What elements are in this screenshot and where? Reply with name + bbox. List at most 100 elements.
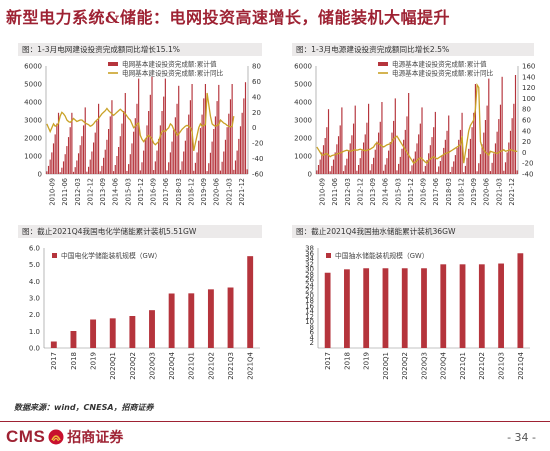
y2-tick-label: 0 — [522, 149, 526, 157]
y2-tick-label: 20 — [522, 138, 531, 146]
bar — [159, 125, 161, 174]
bar — [209, 152, 212, 174]
y2-tick-label: 60 — [252, 78, 261, 86]
bar — [114, 165, 116, 174]
bar — [419, 123, 421, 174]
bar — [493, 153, 495, 174]
bar — [104, 149, 106, 174]
bar — [151, 76, 153, 174]
company-logo: CMS 招商证券 — [6, 427, 123, 447]
bar — [317, 165, 320, 174]
bar — [466, 157, 468, 174]
bar — [398, 163, 400, 174]
y-tick-label: 2000 — [24, 135, 42, 143]
bar — [79, 145, 81, 174]
bar — [239, 126, 242, 174]
y2-tick-label: 20 — [252, 109, 261, 117]
bar — [349, 143, 351, 174]
bar — [409, 171, 411, 174]
bar — [183, 151, 185, 174]
bar — [133, 131, 135, 174]
bar — [511, 118, 513, 174]
x-tick-label: 2015-03 — [394, 178, 402, 206]
bar — [368, 103, 370, 174]
y2-tick-label: 40 — [522, 127, 531, 135]
bar — [498, 263, 504, 348]
bar — [246, 169, 248, 174]
bar — [84, 107, 86, 174]
bar — [199, 128, 202, 174]
bar — [134, 118, 136, 174]
bar — [351, 135, 353, 174]
bar — [444, 139, 446, 174]
bar — [418, 134, 420, 174]
y-tick-label: 34 — [305, 255, 314, 263]
bar — [383, 170, 385, 174]
y2-tick-label: -40 — [522, 171, 533, 179]
y-tick-label: 0.0 — [29, 345, 40, 353]
bar — [229, 99, 232, 174]
bar — [413, 158, 415, 174]
x-tick-label: 2012-03 — [344, 178, 352, 206]
y-tick-label: 4000 — [24, 99, 42, 107]
bar — [176, 103, 178, 174]
bar — [469, 138, 472, 174]
bar — [438, 166, 440, 174]
bar — [443, 147, 445, 174]
x-tick-label: 2016-09 — [420, 178, 428, 206]
x-tick-label: 2018-12 — [187, 178, 195, 206]
bar — [346, 158, 348, 174]
bar — [491, 162, 493, 174]
bar — [141, 162, 143, 174]
bar — [362, 142, 365, 174]
bar — [214, 116, 217, 174]
bar — [488, 78, 490, 174]
bar — [382, 268, 389, 348]
x-tick-label: 2018-03 — [175, 178, 183, 206]
bar — [347, 151, 350, 174]
bar — [234, 160, 237, 174]
y2-tick-label: 80 — [252, 63, 261, 71]
y-tick-label: 38 — [305, 245, 314, 253]
y-tick-label: 32 — [305, 260, 314, 268]
x-tick-label: 2012-12 — [356, 178, 364, 206]
bar — [404, 129, 406, 174]
x-tick-label: 2017-06 — [432, 178, 440, 206]
bar — [128, 164, 130, 174]
bar — [384, 164, 386, 174]
y-tick-label: 6.0 — [29, 245, 40, 253]
bar — [396, 170, 398, 174]
x-tick-label: 2020Q3 — [148, 352, 156, 380]
bar — [156, 150, 158, 174]
bar — [149, 94, 151, 174]
bar — [191, 84, 193, 174]
bar — [329, 171, 331, 174]
bar — [406, 116, 408, 174]
y-tick-label: 6000 — [24, 63, 42, 71]
x-tick-label: 2015-12 — [407, 178, 415, 206]
x-tick-label: 2018-12 — [457, 178, 465, 206]
bar — [326, 127, 328, 174]
bar — [331, 165, 333, 174]
bar — [74, 167, 76, 174]
x-tick-label: 2020Q4 — [168, 351, 176, 379]
y-tick-label: 5.0 — [29, 261, 40, 269]
x-tick-label: 2021Q4 — [247, 351, 255, 379]
bar — [64, 154, 66, 174]
x-tick-label: 2019-09 — [200, 178, 208, 206]
bar — [168, 293, 175, 348]
bar — [144, 138, 146, 174]
bar — [186, 128, 188, 174]
bar — [163, 96, 165, 174]
y2-tick-label: 60 — [522, 117, 531, 125]
y-tick-label: 26 — [305, 276, 314, 284]
bar — [337, 136, 340, 174]
bar — [169, 152, 171, 174]
bar — [361, 150, 363, 174]
y-tick-label: 1000 — [24, 153, 42, 161]
y-tick-label: 14 — [305, 308, 314, 316]
x-tick-label: 2016-09 — [150, 178, 158, 206]
bar — [516, 170, 518, 174]
bar — [87, 166, 90, 174]
bar — [208, 163, 210, 174]
